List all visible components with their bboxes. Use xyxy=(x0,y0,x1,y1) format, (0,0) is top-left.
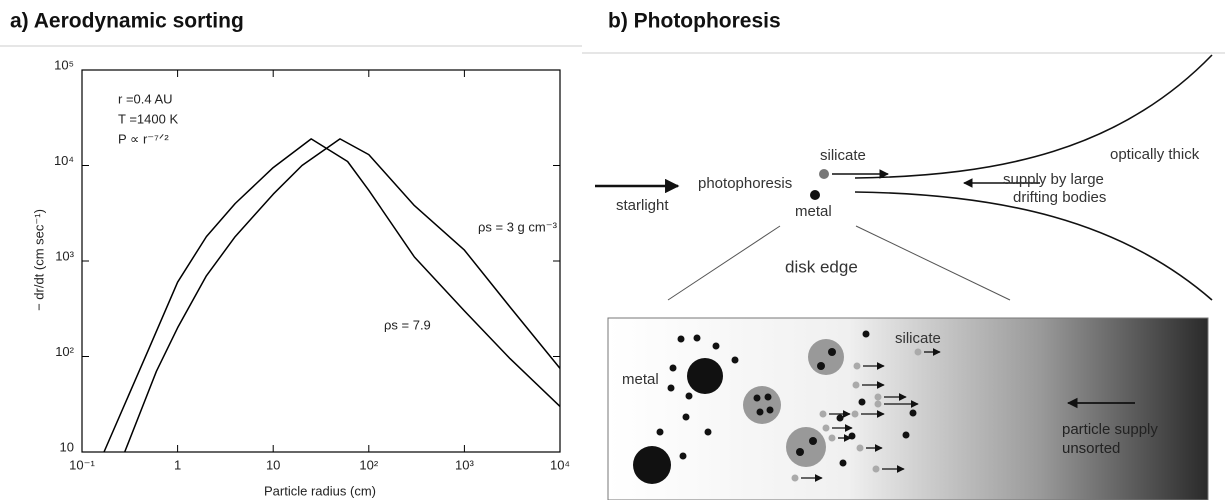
particle xyxy=(809,437,817,445)
particle xyxy=(693,334,701,342)
particle xyxy=(828,434,836,442)
label: optically thick xyxy=(1110,146,1200,163)
particle xyxy=(796,448,804,456)
x-tick-label: 10³ xyxy=(455,457,474,472)
y-tick-label: 10² xyxy=(55,344,74,359)
label: starlight xyxy=(616,197,669,214)
particle xyxy=(822,424,830,432)
annotation: r =0.4 AU xyxy=(118,91,173,106)
particle xyxy=(743,386,781,424)
particle xyxy=(704,428,712,436)
label: silicate xyxy=(820,147,866,164)
curve-label: ρs = 7.9 xyxy=(384,317,431,332)
particle xyxy=(766,406,774,414)
particle xyxy=(862,330,870,338)
particle xyxy=(808,339,844,375)
particle xyxy=(909,409,917,417)
label: metal xyxy=(795,203,832,220)
particle-arrows xyxy=(791,348,1135,482)
particle xyxy=(914,348,922,356)
y-tick-label: 10⁴ xyxy=(54,153,74,168)
panel-title: b) Photophoresis xyxy=(608,10,781,33)
y-axis-label: − dr/dt (cm sec⁻¹) xyxy=(31,209,46,311)
particle xyxy=(756,408,764,416)
particle xyxy=(682,413,690,421)
particle xyxy=(685,392,693,400)
particle xyxy=(656,428,664,436)
particle xyxy=(633,446,671,484)
particle xyxy=(667,384,675,392)
plot-frame xyxy=(81,69,561,453)
label: metal xyxy=(622,371,659,388)
particle xyxy=(874,393,882,401)
particle xyxy=(712,342,720,350)
curve-label: ρs = 3 g cm⁻³ xyxy=(478,219,558,234)
y-tick-label: 10³ xyxy=(55,248,74,263)
x-axis-label: Particle radius (cm) xyxy=(264,483,376,498)
particle xyxy=(731,356,739,364)
curve xyxy=(124,138,561,453)
disk-diagram xyxy=(595,54,1213,301)
panel-title: a) Aerodynamic sorting xyxy=(10,10,244,33)
x-tick-label: 10² xyxy=(359,457,378,472)
particle xyxy=(828,348,836,356)
annotation: T =1400 K xyxy=(118,111,178,126)
label: photophoresis xyxy=(698,175,792,192)
particle xyxy=(679,452,687,460)
label: drifting bodies xyxy=(1013,189,1106,206)
particle xyxy=(677,335,685,343)
particle xyxy=(791,474,799,482)
particle xyxy=(764,393,772,401)
x-tick-label: 10⁴ xyxy=(550,457,570,472)
particle xyxy=(669,364,677,372)
particle xyxy=(852,381,860,389)
particle xyxy=(874,400,882,408)
particles xyxy=(633,330,917,484)
label: unsorted xyxy=(1062,440,1120,457)
particle xyxy=(836,414,844,422)
annotation: P ∝ r⁻⁷ᐟ² xyxy=(118,131,169,146)
x-tick-label: 10 xyxy=(266,457,280,472)
particle xyxy=(851,410,859,418)
particle xyxy=(872,465,880,473)
particle xyxy=(858,398,866,406)
label: disk edge xyxy=(785,257,858,276)
particle xyxy=(839,459,847,467)
curve xyxy=(103,138,561,453)
y-tick-label: 10 xyxy=(60,439,74,454)
inset-box xyxy=(607,317,1209,500)
x-tick-label: 1 xyxy=(174,457,181,472)
y-tick-label: 10⁵ xyxy=(54,57,74,72)
label: particle supply xyxy=(1062,421,1158,438)
particle xyxy=(753,394,761,402)
label: supply by large xyxy=(1003,171,1104,188)
particle xyxy=(819,410,827,418)
particle xyxy=(853,362,861,370)
particle xyxy=(687,358,723,394)
particle xyxy=(902,431,910,439)
particle xyxy=(786,427,826,467)
label: silicate xyxy=(895,330,941,347)
particle xyxy=(817,362,825,370)
x-tick-label: 10⁻¹ xyxy=(69,457,95,472)
particle xyxy=(856,444,864,452)
